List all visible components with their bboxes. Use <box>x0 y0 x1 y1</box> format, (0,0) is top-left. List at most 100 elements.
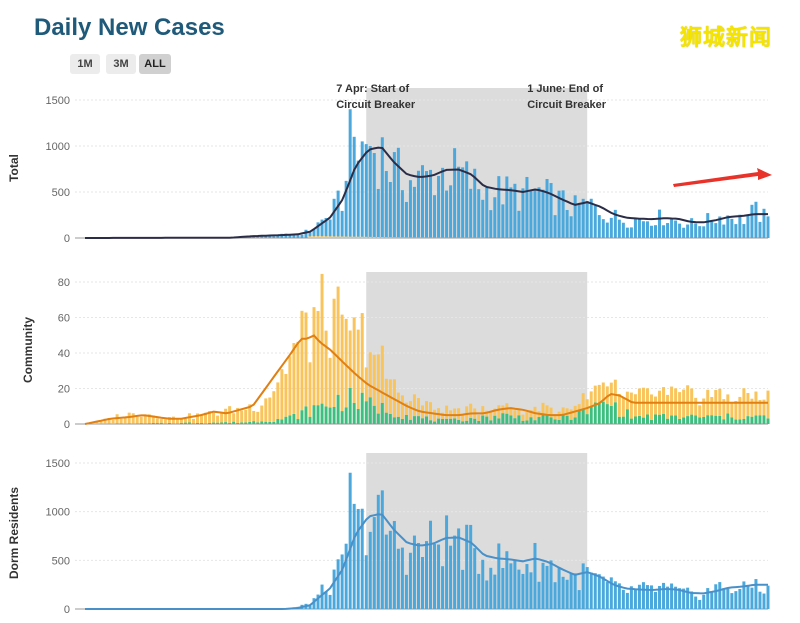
bar-total <box>252 236 256 238</box>
bar-community-overlay <box>392 237 396 238</box>
bar-dorm <box>308 605 312 609</box>
bar-dorm <box>533 542 537 609</box>
bar-dorm <box>605 582 609 609</box>
bar-local <box>469 418 473 424</box>
bar-community-overlay <box>316 236 320 238</box>
bar-total <box>437 175 441 238</box>
bar-imported <box>617 393 621 417</box>
bar-total <box>645 221 649 238</box>
bar-dorm <box>473 548 477 609</box>
bar-total <box>593 205 597 238</box>
bar-imported <box>670 386 674 416</box>
bar-dorm <box>746 584 750 609</box>
bar-dorm <box>529 572 533 609</box>
bar-local <box>228 422 232 424</box>
bar-total <box>758 221 762 238</box>
bar-community-overlay <box>324 236 328 238</box>
bar-community-overlay <box>360 236 364 238</box>
bar-total <box>324 217 328 238</box>
bar-local <box>505 413 509 424</box>
y-tick-label: 0 <box>64 604 70 616</box>
bar-imported <box>565 408 569 416</box>
bar-imported <box>163 419 167 424</box>
bar-total <box>501 204 505 238</box>
bar-community-overlay <box>356 236 360 238</box>
bar-dorm <box>497 543 501 609</box>
bar-dorm <box>589 572 593 609</box>
bar-total <box>320 219 324 238</box>
bar-local <box>135 423 139 424</box>
bar-total <box>754 201 758 238</box>
bar-dorm <box>513 560 517 609</box>
bar-local <box>621 416 625 424</box>
bar-local <box>754 415 758 424</box>
bar-total <box>686 224 690 238</box>
bar-dorm <box>557 567 561 609</box>
bar-total <box>473 168 477 238</box>
bar-local <box>304 406 308 424</box>
bar-total <box>260 236 264 238</box>
bar-local <box>380 402 384 424</box>
bar-imported <box>662 387 666 415</box>
bar-total <box>710 221 714 238</box>
bar-community-overlay <box>348 236 352 238</box>
bar-imported <box>348 330 352 388</box>
bar-imported <box>220 412 224 423</box>
bar-local <box>674 415 678 424</box>
bar-local <box>280 419 284 424</box>
bar-imported <box>577 404 581 411</box>
bar-community-overlay <box>368 236 372 238</box>
bar-local <box>240 422 244 424</box>
bar-imported <box>702 398 706 417</box>
bar-imported <box>493 408 497 416</box>
bar-total <box>682 227 686 238</box>
bar-total <box>762 208 766 238</box>
bar-dorm <box>489 567 493 609</box>
range-1m-button[interactable]: 1M <box>70 54 100 74</box>
bar-imported <box>131 413 135 424</box>
bar-local <box>573 417 577 424</box>
bar-imported <box>107 417 111 424</box>
bar-local <box>569 419 573 424</box>
bar-total <box>746 215 750 238</box>
bar-total <box>629 227 633 238</box>
arrow-icon <box>673 168 772 187</box>
bar-total <box>730 218 734 238</box>
bar-total <box>360 141 364 238</box>
bar-dorm <box>750 587 754 609</box>
range-all-button[interactable]: ALL <box>139 54 171 74</box>
bar-local <box>171 423 175 424</box>
bar-local <box>256 422 260 424</box>
bar-local <box>714 415 718 424</box>
bar-total <box>581 198 585 238</box>
bar-local <box>553 419 557 424</box>
bar-total <box>336 190 340 238</box>
y-tick-label: 20 <box>58 384 70 396</box>
bar-imported <box>328 357 332 408</box>
bar-imported <box>758 400 762 416</box>
bar-imported <box>710 396 714 416</box>
bar-imported <box>509 407 513 416</box>
bar-local <box>244 422 248 424</box>
bar-dorm <box>613 581 617 609</box>
bar-local <box>155 423 159 424</box>
bar-total <box>601 219 605 238</box>
bar-dorm <box>509 563 513 609</box>
bar-imported <box>228 406 232 423</box>
bar-total <box>308 232 312 238</box>
bar-total <box>533 189 537 238</box>
bar-dorm <box>437 544 441 609</box>
bar-local <box>384 412 388 424</box>
bar-dorm <box>344 543 348 609</box>
range-3m-button[interactable]: 3M <box>106 54 136 74</box>
bar-local <box>167 422 171 424</box>
bar-imported <box>212 412 216 423</box>
bar-local <box>637 415 641 424</box>
bar-dorm <box>601 576 605 609</box>
bar-local <box>400 418 404 424</box>
bar-local <box>159 422 163 424</box>
bar-community-overlay <box>352 236 356 238</box>
bar-imported <box>738 396 742 420</box>
bar-local <box>666 418 670 424</box>
bar-dorm <box>360 508 364 609</box>
